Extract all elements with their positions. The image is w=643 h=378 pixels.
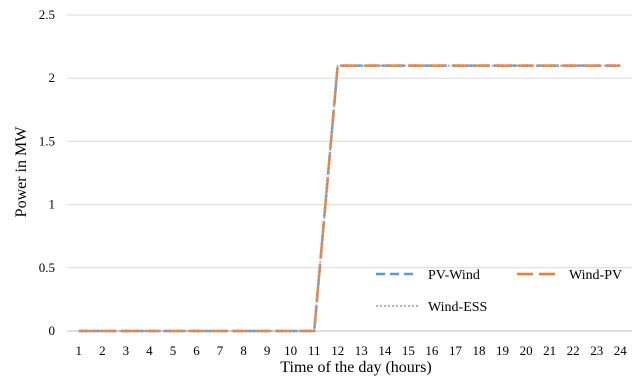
x-tick-label: 24 (614, 343, 628, 358)
y-axis-label: Power in MW (13, 126, 30, 218)
x-tick-label: 9 (264, 343, 271, 358)
x-tick-label: 19 (496, 343, 509, 358)
y-tick-labels: 0 0.5 1 1.5 2 2.5 (39, 7, 55, 338)
y-tick-label: 0.5 (39, 260, 55, 275)
series-line-wind-ess (78, 64, 621, 332)
x-tick-label: 5 (170, 343, 177, 358)
x-tick-label: 14 (378, 343, 392, 358)
x-tick-label: 20 (520, 343, 533, 358)
x-tick-label: 6 (193, 343, 200, 358)
x-tick-label: 21 (543, 343, 556, 358)
legend-label: Wind-ESS (428, 300, 487, 315)
x-tick-label: 1 (76, 343, 83, 358)
y-tick-label: 2.5 (39, 7, 55, 22)
y-tick-label: 1.5 (39, 133, 55, 148)
x-tick-label: 8 (240, 343, 247, 358)
x-tick-label: 18 (472, 343, 485, 358)
x-tick-label: 17 (449, 343, 463, 358)
series-lines (78, 64, 621, 333)
x-tick-label: 7 (217, 343, 224, 358)
x-tick-label: 23 (590, 343, 603, 358)
legend-label: PV-Wind (428, 268, 480, 283)
y-tick-label: 1 (49, 197, 56, 212)
x-tick-label: 15 (402, 343, 415, 358)
gridlines (67, 14, 632, 332)
x-tick-label: 10 (284, 343, 297, 358)
x-tick-label: 22 (567, 343, 580, 358)
x-tick-label: 16 (425, 343, 439, 358)
x-tick-label: 2 (99, 343, 106, 358)
x-tick-label: 12 (331, 343, 344, 358)
series-line-pv-wind (78, 64, 621, 333)
x-tick-label: 3 (123, 343, 130, 358)
y-tick-label: 0 (49, 323, 56, 338)
series-line-wind-pv (78, 64, 621, 333)
legend: PV-Wind Wind-PV Wind-ESS (376, 268, 622, 315)
y-tick-label: 2 (49, 70, 56, 85)
x-tick-label: 4 (146, 343, 153, 358)
x-tick-label: 13 (355, 343, 368, 358)
x-axis-label: Time of the day (hours) (280, 359, 431, 376)
x-tick-label: 11 (308, 343, 321, 358)
x-tick-labels: 1 2 3 4 5 6 7 8 9 10 11 12 13 14 15 16 17 18 19 20 21 22 23 24 (76, 343, 628, 358)
legend-label: Wind-PV (569, 268, 622, 283)
